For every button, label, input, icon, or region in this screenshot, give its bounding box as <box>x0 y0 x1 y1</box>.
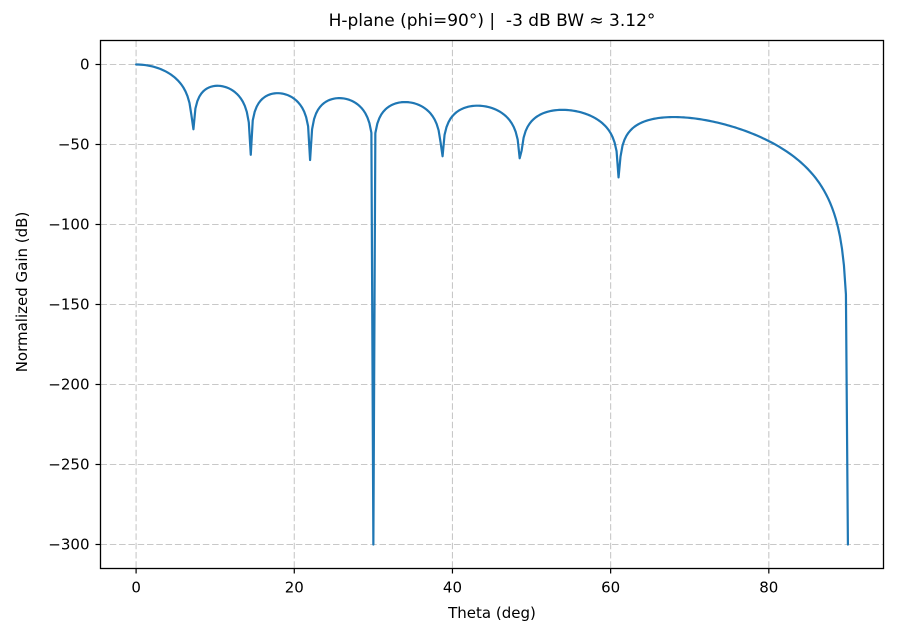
y-tick-label-−150: −150 <box>48 296 89 314</box>
x-tick-label-40: 40 <box>443 579 462 597</box>
x-tick-label-60: 60 <box>601 579 620 597</box>
y-tick-label-−100: −100 <box>48 216 89 234</box>
y-tick-label-−250: −250 <box>48 456 89 474</box>
gain-curve <box>134 63 850 546</box>
x-tick-label-0: 0 <box>131 579 141 597</box>
y-tick-label-−200: −200 <box>48 376 89 394</box>
x-axis-title: Theta (deg) <box>448 604 536 622</box>
x-tick-label-80: 80 <box>759 579 778 597</box>
chart-title: H-plane (phi=90°) | -3 dB BW ≈ 3.12° <box>328 11 656 31</box>
x-tick-label-20: 20 <box>285 579 304 597</box>
y-tick-label-−50: −50 <box>58 136 90 154</box>
y-tick-label-−300: −300 <box>48 536 89 554</box>
y-tick-label-0: 0 <box>80 56 90 74</box>
